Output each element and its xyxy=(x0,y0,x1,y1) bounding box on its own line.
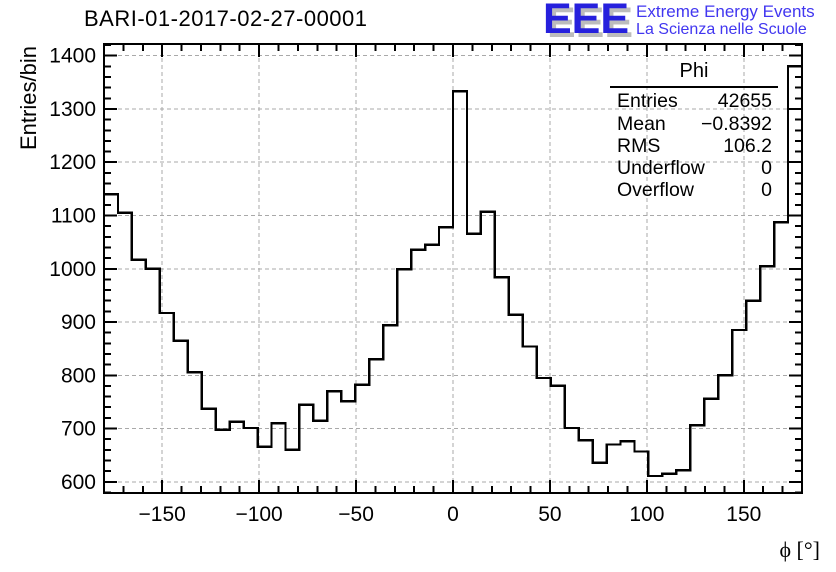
stats-box: Phi Entries 42655 Mean −0.8392 RMS 106.2 Under… xyxy=(610,61,778,202)
svg-text:1100: 1100 xyxy=(51,205,96,228)
y-tick-labels: 600 700 800 900 1000 1100 1200 1300 1400 xyxy=(49,45,96,494)
svg-text:600: 600 xyxy=(61,471,96,494)
stats-row-rms: RMS 106.2 xyxy=(610,135,778,157)
eee-logo-line2: La Scienza nelle Scuole xyxy=(636,21,807,39)
grid-lines xyxy=(104,44,802,493)
stats-row-mean: Mean −0.8392 xyxy=(610,113,778,135)
histogram-line xyxy=(102,65,804,493)
stats-label: Underflow xyxy=(617,156,705,179)
svg-text:0: 0 xyxy=(447,503,459,526)
stats-label: Overflow xyxy=(617,179,694,202)
svg-text:1400: 1400 xyxy=(49,45,96,68)
stats-box-rows: Entries 42655 Mean −0.8392 RMS 106.2 Underflow… xyxy=(610,91,778,202)
eee-logo-acronym: EEE xyxy=(543,0,630,43)
stats-row-overflow: Overflow 0 xyxy=(610,180,778,202)
stats-label: Mean xyxy=(617,112,666,135)
svg-text:50: 50 xyxy=(538,503,561,526)
stats-value: 0 xyxy=(761,179,772,202)
eee-logo: EEE Extreme Energy Events La Scienza nel… xyxy=(543,0,815,43)
stats-row-underflow: Underflow 0 xyxy=(610,158,778,180)
x-axis-title: ϕ [°] xyxy=(779,537,820,562)
svg-text:100: 100 xyxy=(629,503,664,526)
svg-text:700: 700 xyxy=(61,418,96,441)
stats-value: 106.2 xyxy=(723,134,772,157)
stats-value: 0 xyxy=(761,156,772,179)
x-tick-labels: −150 −100 −50 0 50 100 150 xyxy=(139,503,762,526)
svg-text:−150: −150 xyxy=(139,503,186,526)
page-title: BARI-01-2017-02-27-00001 xyxy=(84,6,368,31)
eee-logo-text: Extreme Energy Events La Scienza nelle S… xyxy=(636,2,815,39)
stats-row-entries: Entries 42655 xyxy=(610,91,778,113)
stats-label: Entries xyxy=(617,90,678,113)
svg-text:−50: −50 xyxy=(338,503,374,526)
svg-text:800: 800 xyxy=(61,364,96,387)
y-axis-title: Entries/bin xyxy=(16,46,41,150)
stats-label: RMS xyxy=(617,134,661,157)
stats-value: 42655 xyxy=(717,90,772,113)
svg-text:900: 900 xyxy=(61,311,96,334)
svg-text:1200: 1200 xyxy=(49,151,96,174)
svg-text:1000: 1000 xyxy=(49,258,96,281)
eee-logo-line1: Extreme Energy Events xyxy=(636,2,815,21)
svg-text:1300: 1300 xyxy=(49,98,96,121)
svg-text:−100: −100 xyxy=(235,503,282,526)
svg-text:150: 150 xyxy=(726,503,761,526)
stats-value: −0.8392 xyxy=(700,112,772,135)
stats-box-title: Phi xyxy=(610,61,778,88)
